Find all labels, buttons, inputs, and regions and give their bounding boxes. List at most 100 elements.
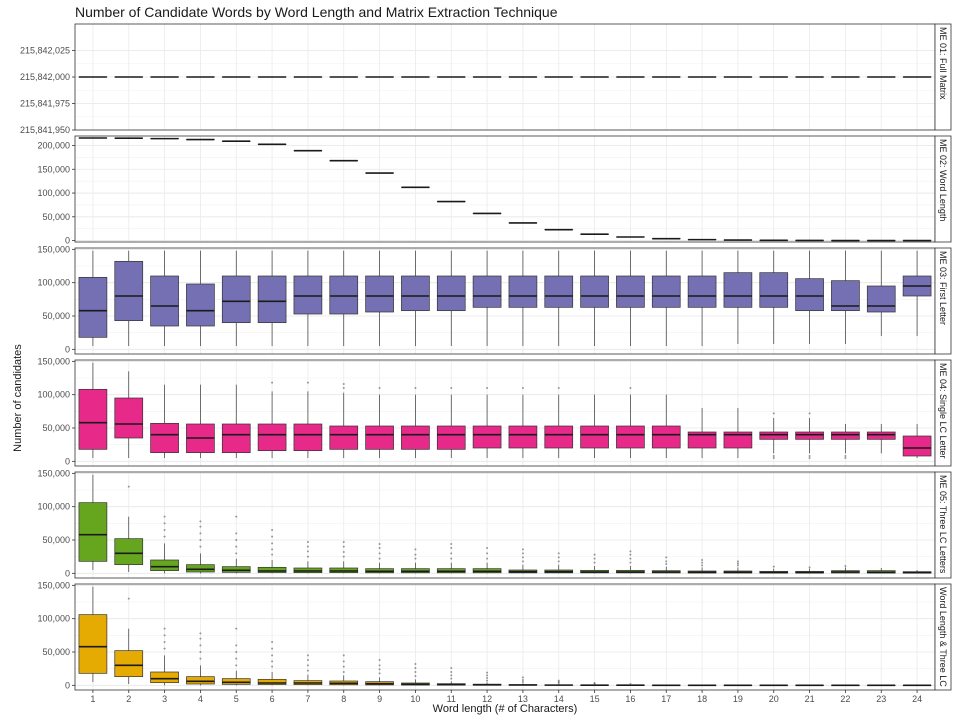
x-tick-label: 22 <box>840 694 850 704</box>
box-2 <box>114 371 144 458</box>
box-3 <box>150 515 179 574</box>
box-13 <box>508 250 538 346</box>
box-13 <box>508 676 538 686</box>
box-iqr <box>114 260 144 322</box>
box-20 <box>759 250 789 344</box>
strip-label: ME 04: Single LC Letter <box>938 363 948 459</box>
outlier-point <box>844 565 847 567</box>
outlier-point <box>235 651 238 653</box>
x-tick-label: 16 <box>625 694 635 704</box>
outlier-point <box>414 557 417 560</box>
outlier-point <box>199 632 202 635</box>
box-15 <box>580 394 609 458</box>
box-2 <box>114 597 144 684</box>
strip-label: ME 02: Word Length <box>938 139 948 221</box>
outlier-point <box>486 557 489 560</box>
box-8 <box>329 541 359 574</box>
box-iqr <box>616 275 645 308</box>
outlier-point <box>271 542 274 545</box>
box-17 <box>651 556 681 574</box>
outlier-point <box>199 539 202 541</box>
box-iqr <box>687 431 717 449</box>
box-11 <box>436 543 466 574</box>
outlier-point <box>414 548 417 551</box>
outlier-point <box>593 561 596 564</box>
x-tick-label: 9 <box>377 694 382 704</box>
outlier-point <box>808 566 811 569</box>
box-iqr <box>472 275 502 308</box>
box-14 <box>544 250 574 346</box>
outlier-point <box>271 660 274 663</box>
outlier-point <box>127 597 130 600</box>
strip-label: ME 05: Three LC Letters <box>938 475 948 574</box>
box-iqr <box>365 275 394 313</box>
box-9 <box>365 250 394 346</box>
box-iqr <box>759 272 789 308</box>
outlier-point <box>235 532 238 535</box>
box-iqr <box>723 431 753 449</box>
x-tick-label: 1 <box>90 694 95 704</box>
x-tick-label: 18 <box>697 694 707 704</box>
box-12 <box>472 671 502 686</box>
box-2 <box>114 485 144 572</box>
panel-background <box>75 136 935 242</box>
box-iqr <box>150 275 179 327</box>
box-4 <box>186 250 215 346</box>
outlier-point <box>629 553 632 556</box>
outlier-point <box>127 485 130 488</box>
x-tick-label: 6 <box>270 694 275 704</box>
box-20 <box>759 412 789 459</box>
box-iqr <box>508 275 538 308</box>
box-iqr <box>257 678 287 685</box>
box-iqr <box>401 275 430 312</box>
box-19 <box>723 560 753 574</box>
outlier-point <box>199 637 202 640</box>
box-14 <box>544 679 574 686</box>
box-iqr <box>257 275 287 324</box>
outlier-point <box>629 550 632 553</box>
outlier-point <box>593 682 596 684</box>
box-iqr <box>795 431 824 440</box>
y-tick-label: 150,000 <box>37 164 70 174</box>
outlier-point <box>486 671 489 674</box>
box-6 <box>257 529 287 574</box>
box-18 <box>687 408 717 458</box>
box-iqr <box>150 422 179 454</box>
box-24 <box>902 250 932 336</box>
outlier-point <box>665 563 668 565</box>
box-iqr <box>150 671 179 684</box>
outlier-point <box>163 627 166 630</box>
x-tick-label: 13 <box>518 694 528 704</box>
outlier-point <box>342 654 345 657</box>
outlier-point <box>450 552 453 555</box>
box-7 <box>293 654 323 686</box>
box-12 <box>472 547 502 574</box>
box-iqr <box>114 538 144 566</box>
outlier-point <box>414 387 417 389</box>
panel-5: 0 50,000 100,000 150,000 ME 05: Three LC Let… <box>37 468 952 579</box>
outlier-point <box>557 552 560 555</box>
outlier-point <box>486 677 489 679</box>
outlier-point <box>521 681 524 683</box>
x-tick-label: 24 <box>912 694 922 704</box>
outlier-point <box>557 556 560 559</box>
x-tick-label: 17 <box>661 694 671 704</box>
box-iqr <box>78 502 108 562</box>
y-tick-label: 50,000 <box>42 311 70 321</box>
box-6 <box>257 641 287 686</box>
strip-label: ME 03: First Letter <box>938 251 948 325</box>
outlier-point <box>665 556 668 559</box>
outlier-point <box>414 675 417 677</box>
strip-background <box>934 135 952 243</box>
outlier-point <box>342 387 345 389</box>
y-tick-label: 0 <box>65 344 70 354</box>
box-13 <box>508 387 538 458</box>
x-tick-label: 8 <box>341 694 346 704</box>
outlier-point <box>235 539 238 541</box>
outlier-point <box>414 667 417 669</box>
box-16 <box>616 387 645 458</box>
box-iqr <box>508 425 538 449</box>
outlier-point <box>306 654 309 657</box>
y-tick-label: 215,842,025 <box>20 46 70 56</box>
box-iqr <box>436 275 466 312</box>
